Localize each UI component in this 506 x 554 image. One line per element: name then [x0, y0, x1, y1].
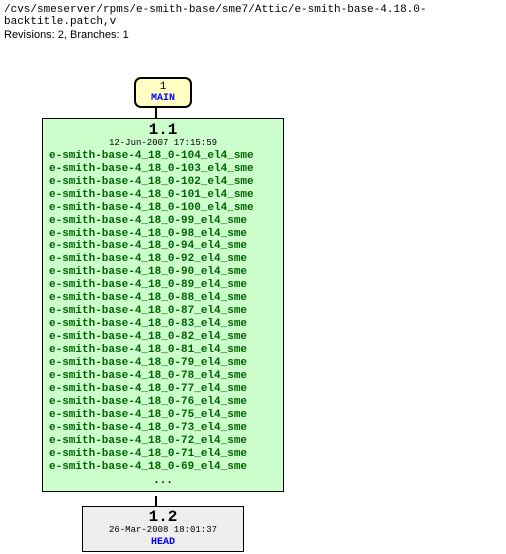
tag-item: e-smith-base-4_18_0-89_el4_sme [49, 279, 277, 292]
header-revisions: Revisions: 2, Branches: 1 [4, 29, 502, 41]
tag-item: e-smith-base-4_18_0-69_el4_sme [49, 461, 277, 474]
connector-line-1 [155, 108, 157, 118]
revision-number: 1.2 [89, 509, 237, 526]
tag-item: e-smith-base-4_18_0-94_el4_sme [49, 240, 277, 253]
tag-item: e-smith-base-4_18_0-72_el4_sme [49, 435, 277, 448]
graph-area: 1 MAIN 1.1 12-Jun-2007 17:15:59 e-smith-… [0, 41, 506, 551]
ellipsis: ... [49, 475, 277, 487]
tag-item: e-smith-base-4_18_0-82_el4_sme [49, 331, 277, 344]
tag-item: e-smith-base-4_18_0-103_el4_sme [49, 163, 277, 176]
tag-item: e-smith-base-4_18_0-102_el4_sme [49, 176, 277, 189]
branch-box[interactable]: 1 MAIN [134, 77, 192, 108]
tag-list: e-smith-base-4_18_0-104_el4_smee-smith-b… [49, 150, 277, 474]
tag-item: e-smith-base-4_18_0-73_el4_sme [49, 422, 277, 435]
branch-number: 1 [142, 81, 184, 93]
header: /cvs/smeserver/rpms/e-smith-base/sme7/At… [0, 0, 506, 41]
tag-item: e-smith-base-4_18_0-90_el4_sme [49, 266, 277, 279]
branch-name: MAIN [142, 93, 184, 104]
tag-item: e-smith-base-4_18_0-83_el4_sme [49, 318, 277, 331]
tag-item: e-smith-base-4_18_0-78_el4_sme [49, 370, 277, 383]
tag-item: e-smith-base-4_18_0-101_el4_sme [49, 189, 277, 202]
tag-item: e-smith-base-4_18_0-76_el4_sme [49, 396, 277, 409]
tag-item: e-smith-base-4_18_0-100_el4_sme [49, 202, 277, 215]
tag-item: e-smith-base-4_18_0-79_el4_sme [49, 357, 277, 370]
revision-number: 1.1 [49, 122, 277, 139]
tag-item: e-smith-base-4_18_0-98_el4_sme [49, 228, 277, 241]
tag-item: e-smith-base-4_18_0-87_el4_sme [49, 305, 277, 318]
revision-box-1[interactable]: 1.1 12-Jun-2007 17:15:59 e-smith-base-4_… [42, 118, 284, 492]
tag-item: e-smith-base-4_18_0-88_el4_sme [49, 292, 277, 305]
head-label: HEAD [89, 537, 237, 548]
tag-item: e-smith-base-4_18_0-75_el4_sme [49, 409, 277, 422]
tag-item: e-smith-base-4_18_0-77_el4_sme [49, 383, 277, 396]
tag-item: e-smith-base-4_18_0-104_el4_sme [49, 150, 277, 163]
header-path: /cvs/smeserver/rpms/e-smith-base/sme7/At… [4, 4, 502, 28]
revision-date: 26-Mar-2008 18:01:37 [89, 526, 237, 536]
tag-item: e-smith-base-4_18_0-71_el4_sme [49, 448, 277, 461]
tag-item: e-smith-base-4_18_0-81_el4_sme [49, 344, 277, 357]
tag-item: e-smith-base-4_18_0-99_el4_sme [49, 215, 277, 228]
connector-line-2 [155, 496, 157, 506]
revision-box-2[interactable]: 1.2 26-Mar-2008 18:01:37 HEAD [82, 506, 244, 552]
tag-item: e-smith-base-4_18_0-92_el4_sme [49, 253, 277, 266]
revision-date: 12-Jun-2007 17:15:59 [49, 139, 277, 149]
